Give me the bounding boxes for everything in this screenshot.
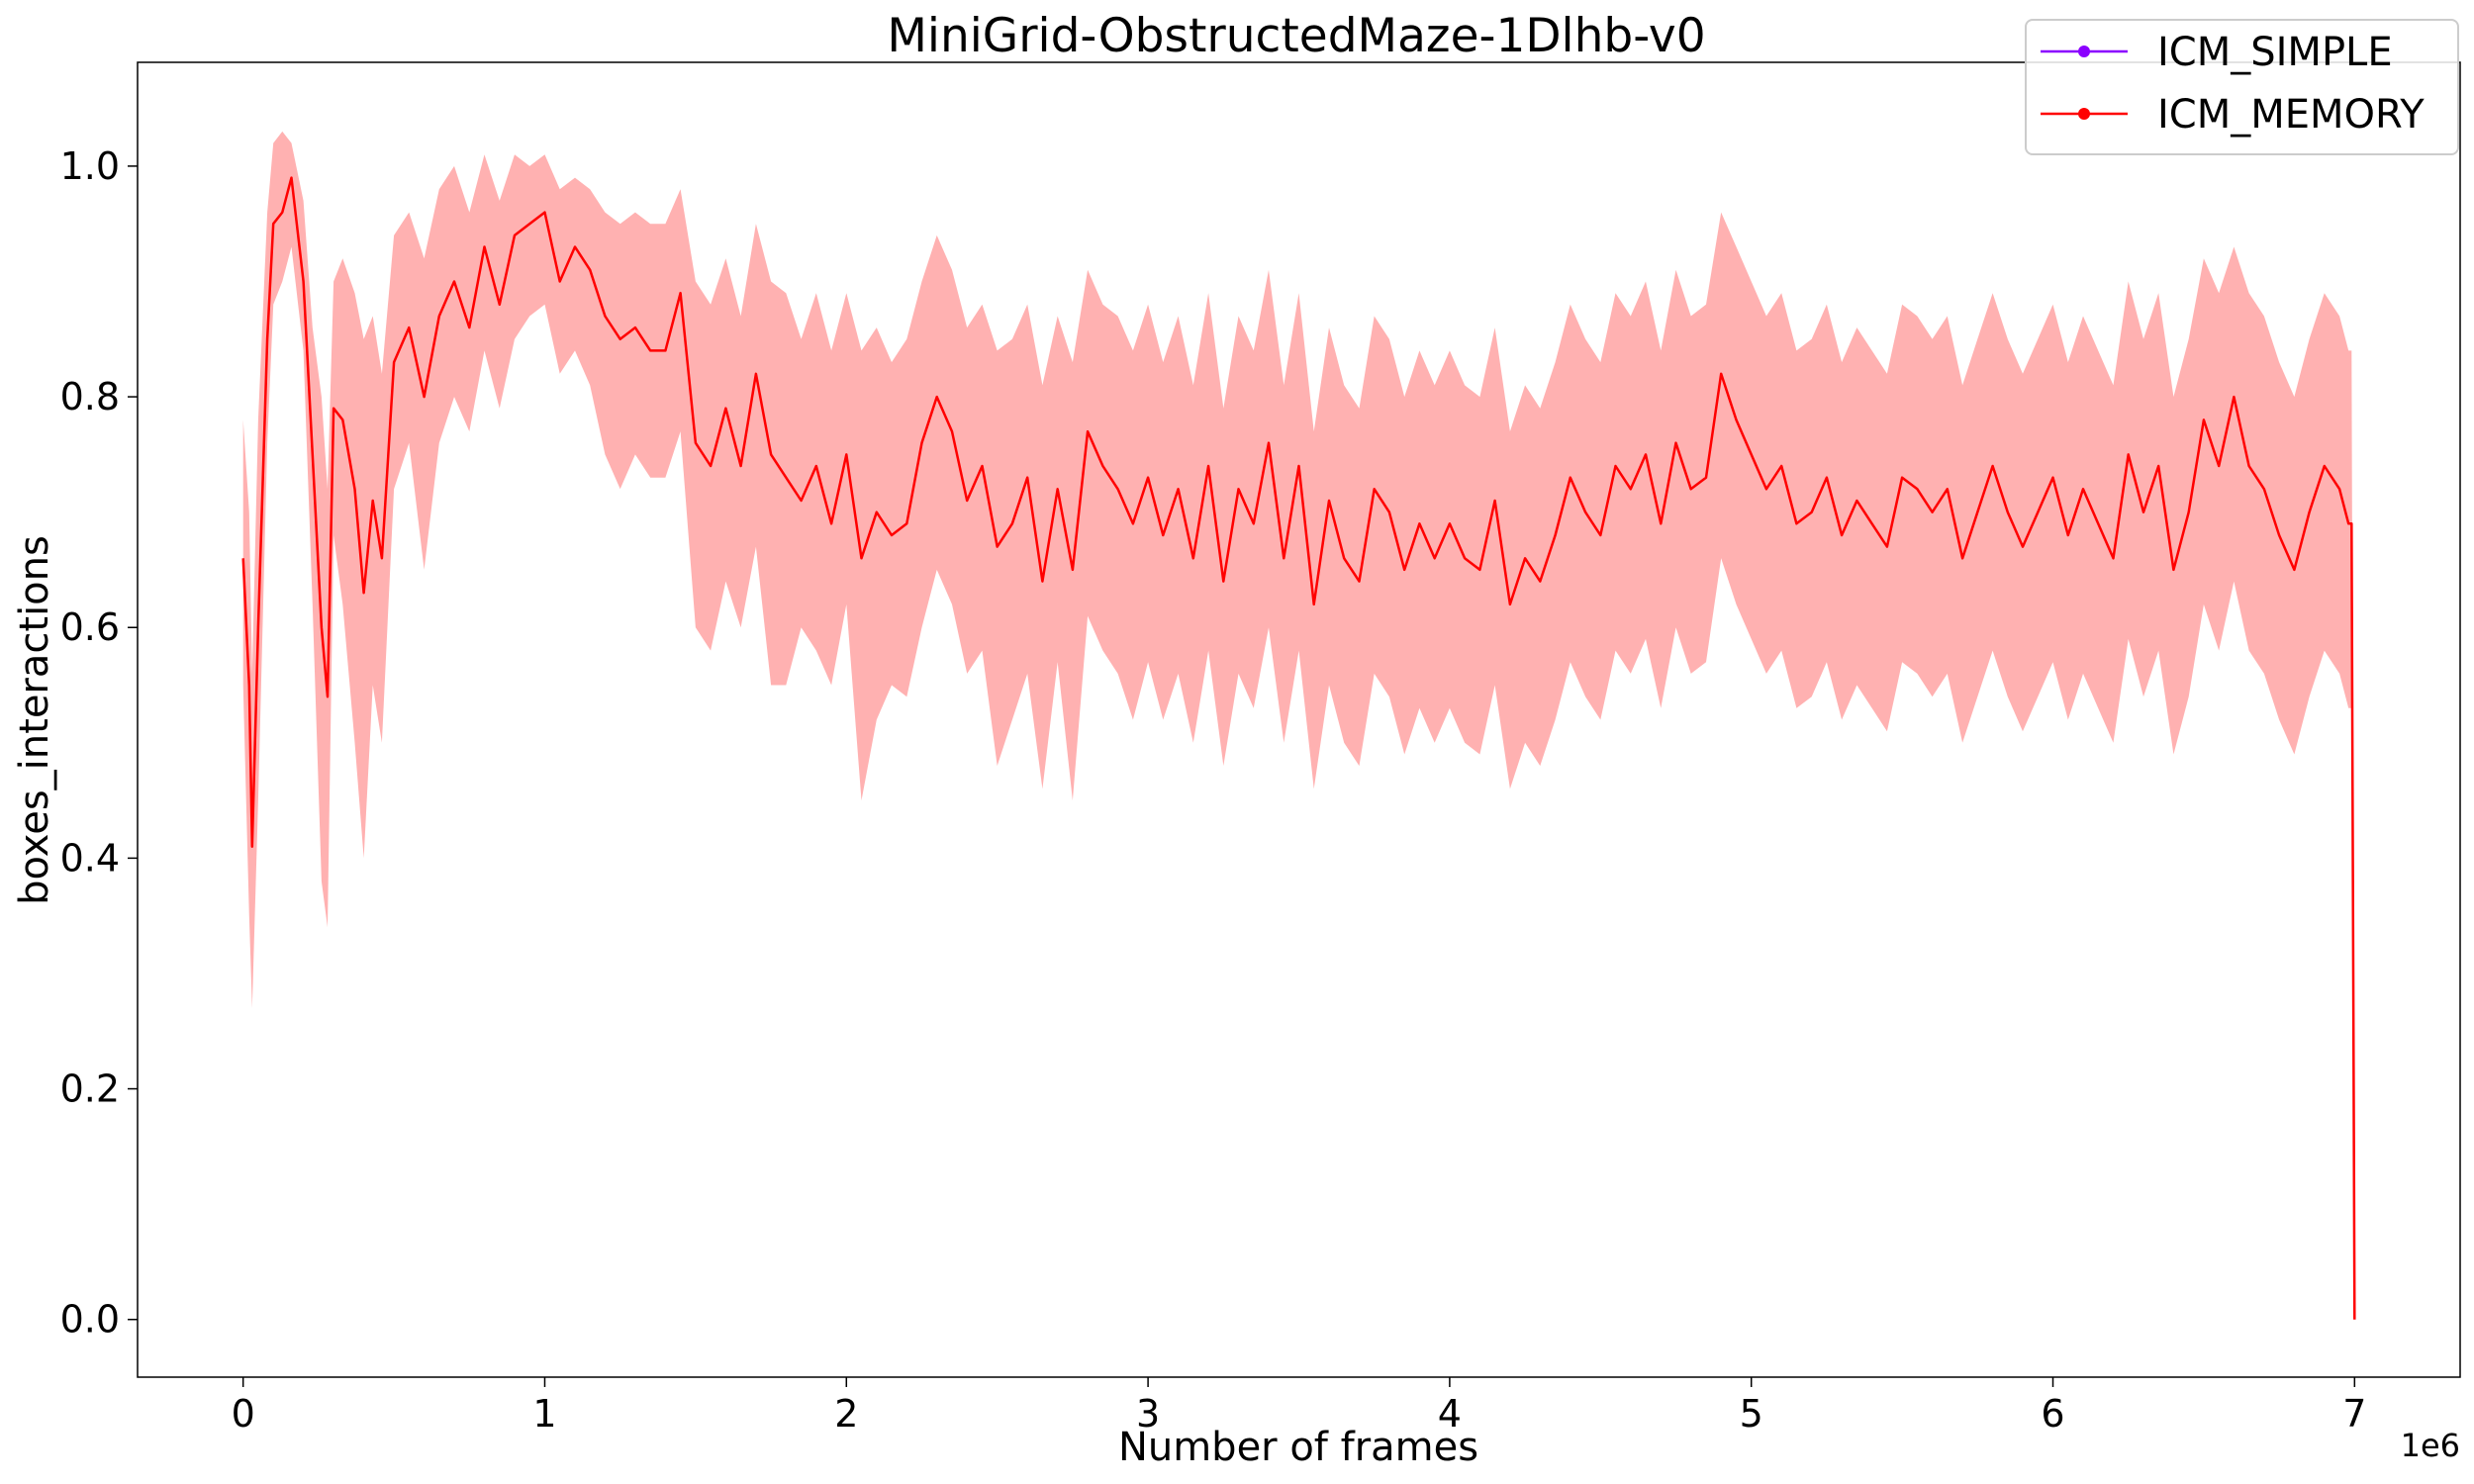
x-tick-label: 2 [834,1392,858,1436]
x-axis-label: Number of frames [1118,1425,1478,1470]
legend-label-icm-memory: ICM_MEMORY [2157,92,2425,138]
x-tick-label: 5 [1740,1392,1763,1436]
series-line-icm-memory [241,176,2356,1320]
x-axis-offset-label: 1e6 [2401,1427,2460,1464]
y-tick-label: 0.8 [60,375,120,418]
y-axis: 0.0 0.2 0.4 0.6 0.8 1.0 [60,144,138,1342]
legend-marker-icm-memory [2078,108,2090,120]
legend-label-icm-simple: ICM_SIMPLE [2157,30,2393,75]
y-axis-label: boxes_interactions [12,535,57,905]
legend-marker-icm-simple [2078,46,2090,57]
y-tick-label: 0.6 [60,605,120,649]
y-tick-label: 0.0 [60,1298,120,1342]
x-tick-label: 7 [2342,1392,2366,1436]
x-axis: 0 1 2 3 4 5 6 7 [232,1377,2366,1436]
x-tick-label: 6 [2041,1392,2064,1436]
x-tick-label: 0 [232,1392,255,1436]
legend-box [2025,19,2459,155]
x-tick-label: 4 [1438,1392,1462,1436]
chart-title: MiniGrid-ObstructedMaze-1Dlhb-v0 [887,9,1705,63]
y-tick-label: 0.4 [60,836,120,880]
legend: ICM_SIMPLE ICM_MEMORY [2025,19,2459,155]
y-tick-label: 0.2 [60,1067,120,1111]
x-tick-label: 1 [532,1392,556,1436]
plot-area [241,131,2356,1320]
x-tick-label: 3 [1136,1392,1160,1436]
y-tick-label: 1.0 [60,144,120,188]
series-band-icm-memory [242,131,2355,1320]
plot-frame [137,61,2461,1378]
